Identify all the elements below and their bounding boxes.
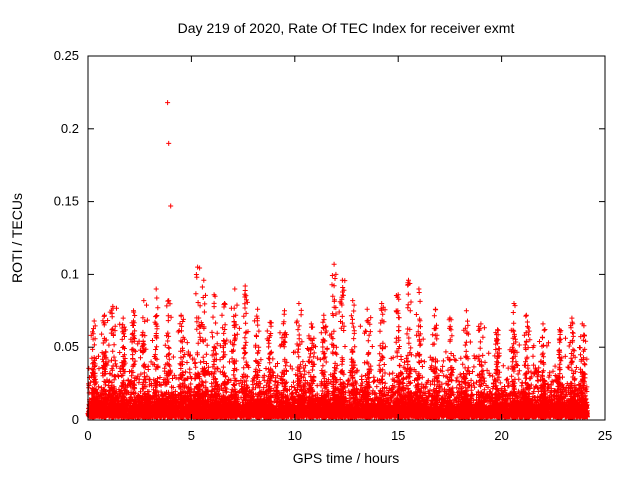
y-tick-label: 0.05 <box>54 339 79 354</box>
plot-border <box>87 55 606 421</box>
y-tick-label: 0.25 <box>54 48 79 63</box>
x-tick-label: 15 <box>391 428 405 443</box>
plot-axes: 0 5 10 15 20 25 0 0.05 0.1 0.15 0.2 0.25 <box>54 48 613 443</box>
y-axis-label: ROTI / TECUs <box>9 193 25 283</box>
x-tick-label: 10 <box>288 428 302 443</box>
y-tick-label: 0.2 <box>61 121 79 136</box>
y-tick-label: 0 <box>72 412 79 427</box>
x-axis-label: GPS time / hours <box>293 450 400 466</box>
x-tick-label: 5 <box>188 428 195 443</box>
x-tick-label: 0 <box>84 428 91 443</box>
y-tick-label: 0.15 <box>54 194 79 209</box>
y-tick-label: 0.1 <box>61 266 79 281</box>
chart-title: Day 219 of 2020, Rate Of TEC Index for r… <box>178 20 515 36</box>
x-tick-label: 25 <box>598 428 612 443</box>
data-point-markers <box>85 100 590 420</box>
x-tick-label: 20 <box>494 428 508 443</box>
scatter-points <box>85 100 590 420</box>
